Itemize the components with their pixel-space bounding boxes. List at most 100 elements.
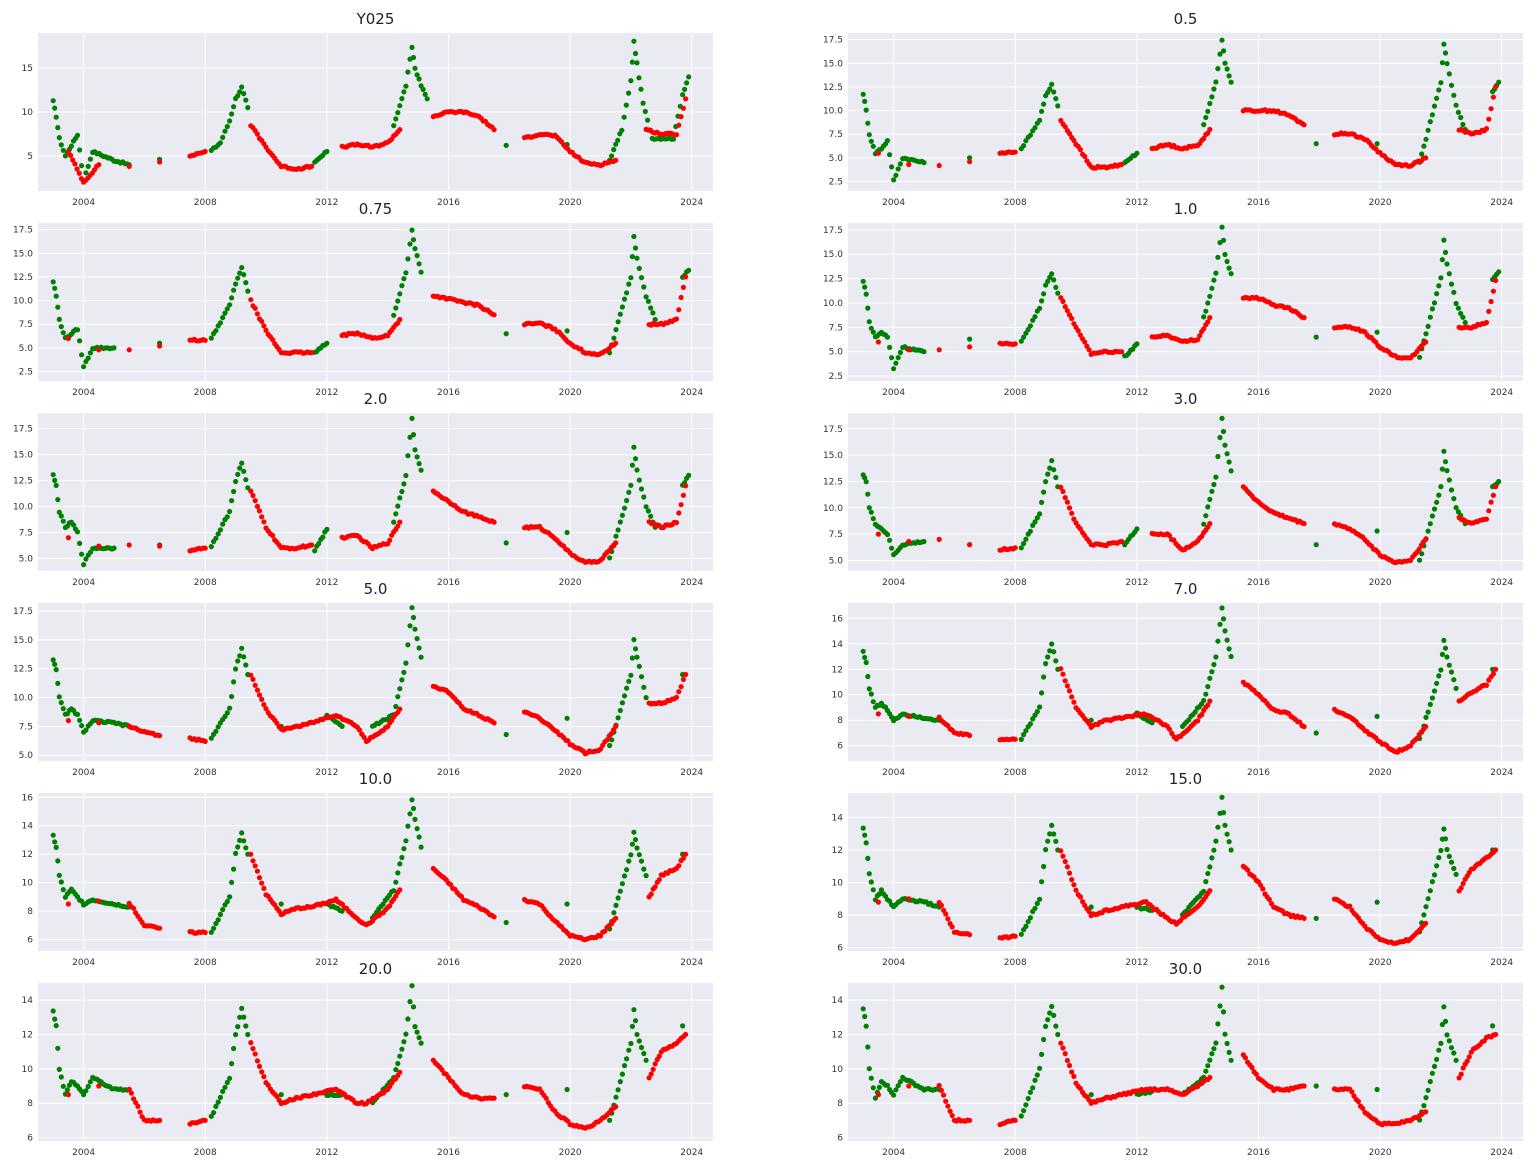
data-point	[235, 658, 241, 664]
data-point	[410, 237, 417, 243]
data-point	[1075, 328, 1081, 334]
data-point	[621, 693, 628, 699]
y-tick-label: 7.5	[829, 130, 843, 140]
data-point	[1224, 831, 1230, 837]
x-tick-label: 2004	[72, 958, 95, 968]
data-point	[1012, 341, 1018, 347]
y-tick-label: 12.5	[823, 275, 843, 285]
data-point	[393, 879, 399, 885]
chart-title: 30.0	[1169, 960, 1202, 978]
data-point	[1266, 896, 1272, 903]
data-point	[81, 364, 87, 370]
data-point	[1060, 298, 1066, 304]
chart-title: 2.0	[364, 390, 388, 408]
data-point	[862, 475, 868, 481]
data-point	[1027, 915, 1033, 921]
data-point	[1209, 488, 1215, 494]
grid-lines	[38, 33, 713, 191]
data-point	[1434, 863, 1440, 869]
data-point	[208, 1113, 214, 1119]
y-tick-label: 10	[832, 879, 844, 889]
data-point	[967, 159, 973, 165]
data-point	[270, 337, 276, 343]
data-point	[65, 335, 71, 341]
data-point	[1055, 103, 1061, 109]
data-point	[680, 105, 687, 111]
data-point	[409, 227, 415, 233]
data-point	[1493, 1031, 1499, 1038]
data-point	[626, 858, 632, 864]
data-point	[1077, 1085, 1083, 1092]
data-point	[126, 163, 132, 169]
data-point	[947, 1108, 953, 1114]
data-point	[254, 131, 260, 137]
data-point	[1222, 822, 1228, 828]
x-tick-label: 2012	[315, 388, 338, 398]
data-point	[1215, 824, 1221, 830]
data-point	[1203, 114, 1209, 121]
chart-title: Y025	[356, 10, 395, 28]
data-point	[884, 531, 891, 538]
y-tick-label: 5.0	[829, 556, 844, 566]
data-point	[884, 1082, 891, 1088]
y-tick-label: 10.0	[13, 297, 33, 307]
data-point	[906, 896, 912, 902]
data-point	[224, 898, 230, 905]
data-point	[50, 832, 56, 838]
data-point	[936, 536, 942, 543]
data-point	[862, 98, 868, 104]
x-tick-label: 2008	[194, 958, 217, 968]
y-tick-label: 17.5	[13, 425, 33, 435]
data-point	[967, 932, 973, 938]
data-point	[1349, 1089, 1355, 1095]
y-tick-label: 16	[22, 793, 34, 803]
data-point	[645, 117, 651, 123]
data-point	[1242, 1055, 1248, 1061]
x-tick-label: 2012	[315, 578, 338, 588]
data-point	[1207, 496, 1213, 502]
data-point	[1051, 831, 1057, 837]
data-point	[239, 84, 245, 90]
y-tick-label: 12.5	[823, 477, 843, 487]
data-point	[60, 1083, 66, 1089]
data-point	[1355, 1098, 1361, 1105]
data-point	[222, 1084, 228, 1090]
data-point	[217, 527, 223, 533]
data-point	[83, 170, 89, 176]
data-point	[1045, 278, 1051, 284]
data-point	[1423, 1095, 1429, 1101]
x-tick-label: 2020	[1369, 198, 1392, 208]
data-point	[631, 38, 637, 44]
data-point	[632, 646, 639, 652]
data-point	[1215, 638, 1221, 644]
data-point	[640, 100, 646, 106]
data-point	[611, 147, 617, 153]
data-point	[634, 467, 640, 473]
data-point	[131, 905, 137, 911]
x-tick-label: 2024	[680, 578, 703, 588]
data-point	[1434, 499, 1440, 505]
data-point	[414, 253, 420, 259]
data-point	[597, 746, 604, 752]
data-point	[1417, 354, 1423, 360]
data-point	[1488, 298, 1494, 305]
data-point	[1423, 714, 1429, 721]
data-point	[1313, 542, 1319, 548]
data-point	[1427, 521, 1433, 527]
data-point	[673, 316, 680, 322]
data-point	[1220, 1009, 1227, 1015]
data-point	[1066, 688, 1073, 694]
data-point	[895, 355, 901, 361]
data-point	[401, 846, 407, 852]
data-point	[1446, 477, 1452, 483]
data-point	[615, 715, 621, 721]
data-point	[1205, 504, 1211, 510]
x-tick-label: 2016	[437, 198, 460, 208]
data-point	[220, 907, 226, 913]
data-point	[1203, 308, 1209, 314]
data-point	[615, 319, 621, 325]
data-point	[1027, 1089, 1033, 1095]
data-point	[1419, 551, 1425, 557]
data-point	[1034, 709, 1040, 715]
data-point	[673, 694, 680, 700]
